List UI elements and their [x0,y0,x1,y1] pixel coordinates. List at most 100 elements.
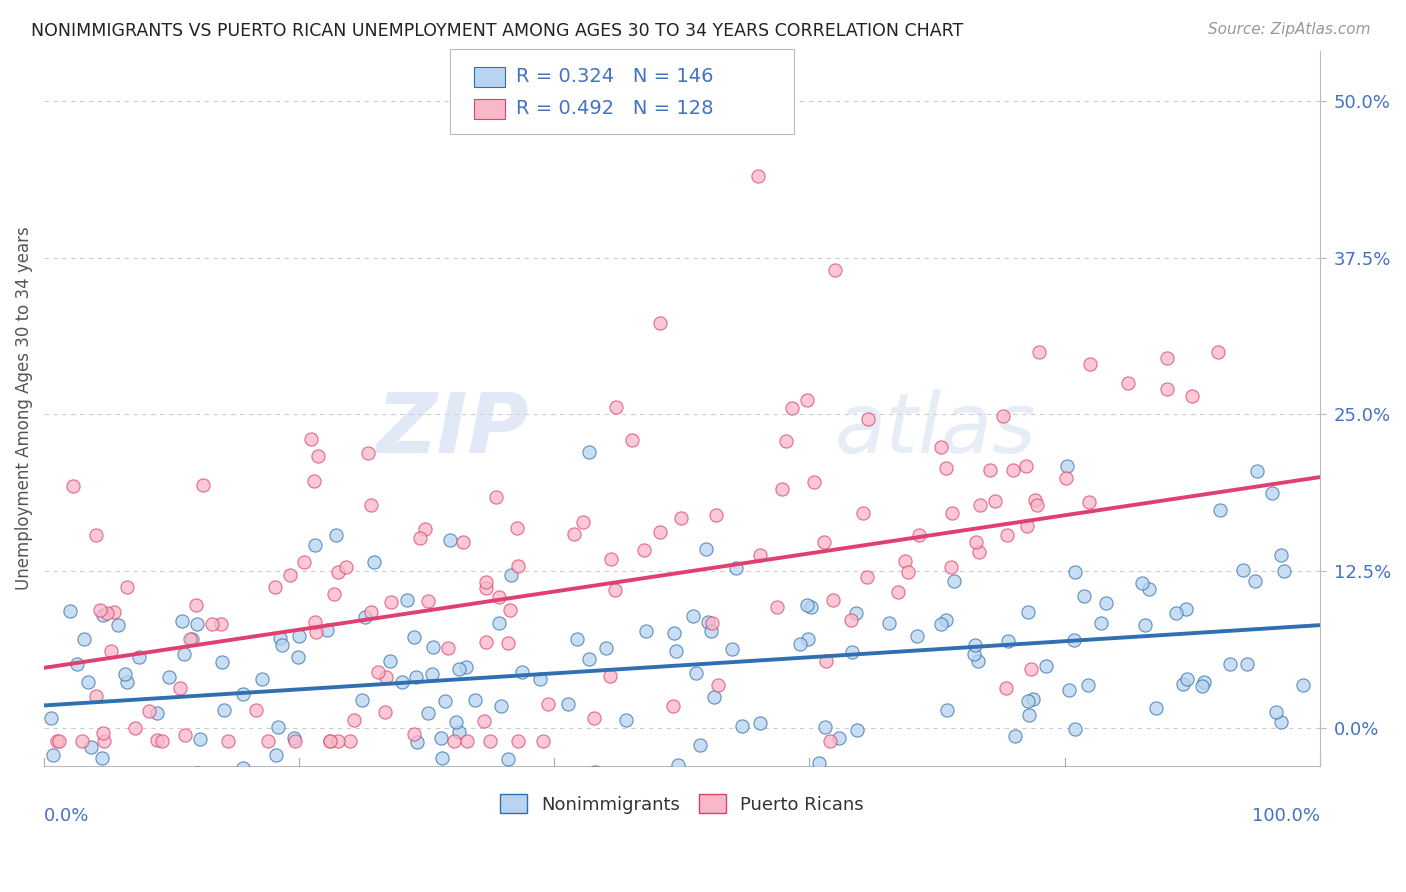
Point [157,670,180,684]
Point [506,521,529,535]
Point [413,522,436,536]
Point [967,545,990,559]
Point [1261,485,1284,500]
Point [852,507,875,521]
Point [422,640,444,654]
Point [173,647,195,661]
Point [304,615,326,629]
Point [1164,607,1187,621]
Point [430,751,453,765]
Point [89,603,111,617]
Point [858,412,880,426]
Point [326,566,349,580]
Point [447,662,470,676]
Point [456,660,478,674]
Point [416,706,439,720]
Point [897,566,920,580]
Point [420,667,443,681]
Point [908,528,931,542]
Point [1077,495,1099,509]
Point [682,608,704,623]
Point [814,654,837,668]
Point [496,751,519,765]
Point [80,740,103,755]
Point [1270,548,1292,562]
Point [775,434,797,448]
Point [100,644,122,658]
Point [510,665,533,679]
Point [472,714,495,729]
Point [929,440,952,454]
Point [845,606,868,620]
Point [1018,708,1040,723]
Point [650,316,672,330]
Point [474,575,496,590]
Point [905,629,928,643]
Point [1090,616,1112,631]
Point [1156,351,1178,365]
Text: 100.0%: 100.0% [1251,807,1320,825]
Point [1144,701,1167,715]
Point [963,638,986,652]
Point [184,599,207,613]
Point [749,715,772,730]
Point [464,693,486,707]
Point [1270,715,1292,730]
Point [1137,582,1160,597]
Point [335,560,357,574]
Point [179,632,201,646]
Point [824,263,846,277]
Point [1181,389,1204,403]
Point [508,733,530,747]
Point [357,446,380,460]
Point [813,720,835,734]
Point [374,706,396,720]
Point [583,711,606,725]
Point [578,652,600,666]
Point [839,613,862,627]
Point [689,738,711,752]
Point [603,583,626,598]
Point [352,693,374,707]
Point [1292,678,1315,692]
Point [600,552,623,566]
Point [180,632,202,646]
Point [578,445,600,459]
Point [117,580,139,594]
Point [319,733,342,747]
Point [929,617,952,632]
Point [789,637,811,651]
Point [360,498,382,512]
Point [595,640,617,655]
Point [599,669,621,683]
Point [1015,459,1038,474]
Point [402,630,425,644]
Point [451,534,474,549]
Point [1192,674,1215,689]
Point [571,516,593,530]
Point [993,409,1015,423]
Point [1219,657,1241,672]
Point [700,624,723,638]
Point [1056,458,1078,473]
Point [662,626,685,640]
Point [700,615,723,630]
Point [188,731,211,746]
Point [796,598,818,612]
Point [302,474,325,488]
Point [363,555,385,569]
Point [232,687,254,701]
Point [269,632,291,646]
Point [1156,382,1178,396]
Point [131,771,153,785]
Point [405,670,427,684]
Point [250,672,273,686]
Point [107,617,129,632]
Point [45,733,67,747]
Point [821,593,844,607]
Point [620,433,643,447]
Point [828,731,851,745]
Point [138,704,160,718]
Point [797,632,820,646]
Point [780,401,803,415]
